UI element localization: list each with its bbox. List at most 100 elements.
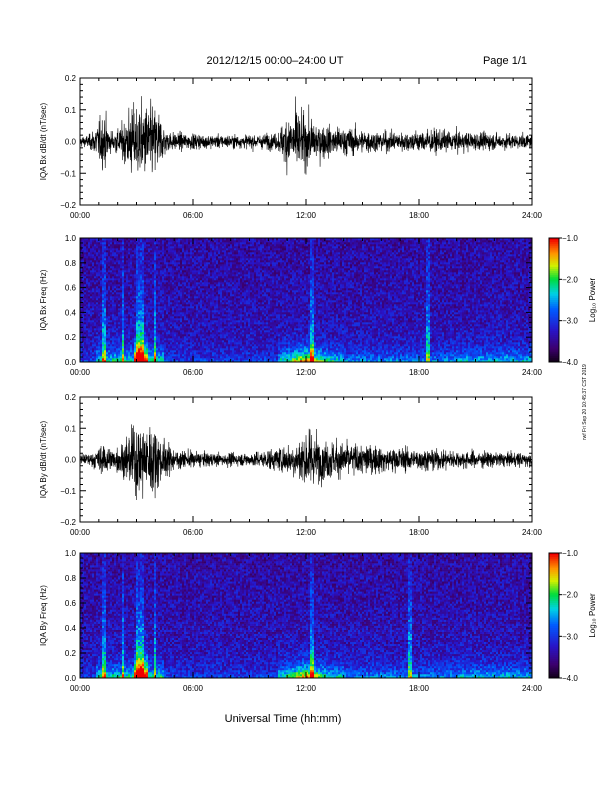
spectrogram-cell <box>186 242 189 245</box>
spectrogram-cell <box>104 264 107 267</box>
spectrogram-cell <box>134 284 137 287</box>
spectrogram-cell <box>194 322 197 325</box>
spectrogram-cell <box>88 354 91 357</box>
spectrogram-cell <box>198 272 201 275</box>
spectrogram-cell <box>184 334 187 337</box>
spectrogram-cell <box>116 272 119 275</box>
spectrogram-cell <box>154 334 157 337</box>
spectrogram-cell <box>146 258 149 261</box>
spectrogram-cell <box>102 312 105 315</box>
spectrogram-cell <box>210 280 213 283</box>
spectrogram-cell <box>234 250 237 253</box>
spectrogram-cell <box>122 288 125 291</box>
spectrogram-cell <box>142 252 145 255</box>
spectrogram-cell <box>214 330 217 333</box>
spectrogram-cell <box>172 346 175 349</box>
spectrogram-cell <box>230 266 233 269</box>
spectrogram-cell <box>208 250 211 253</box>
spectrogram-cell <box>218 320 221 323</box>
spectrogram-cell <box>186 274 189 277</box>
spectrogram-cell <box>226 276 229 279</box>
spectrogram-cell <box>86 334 89 337</box>
spectrogram-cell <box>174 302 177 305</box>
spectrogram-cell <box>170 312 173 315</box>
spectrogram-cell <box>124 268 127 271</box>
spectrogram-cell <box>100 254 103 257</box>
spectrogram-cell <box>234 314 237 317</box>
spectrogram-cell <box>228 252 231 255</box>
spectrogram-cell <box>104 340 107 343</box>
spectrogram-cell <box>102 322 105 325</box>
spectrogram-cell <box>168 304 171 307</box>
spectrogram-cell <box>184 240 187 243</box>
spectrogram-cell <box>192 272 195 275</box>
spectrogram-cell <box>158 288 161 291</box>
spectrogram-cell <box>170 290 173 293</box>
spectrogram-cell <box>184 252 187 255</box>
spectrogram-cell <box>220 348 223 351</box>
spectrogram-cell <box>174 292 177 295</box>
spectrogram-cell <box>96 316 99 319</box>
spectrogram-cell <box>104 246 107 249</box>
spectrogram-cell <box>202 250 205 253</box>
spectrogram-cell <box>204 256 207 259</box>
spectrogram-cell <box>150 280 153 283</box>
spectrogram-cell <box>132 274 135 277</box>
spectrogram-cell <box>162 360 165 363</box>
spectrogram-cell <box>142 360 145 363</box>
spectrogram-cell <box>100 340 103 343</box>
spectrogram-cell <box>220 326 223 329</box>
spectrogram-cell <box>228 330 231 333</box>
spectrogram-cell <box>184 282 187 285</box>
spectrogram-cell <box>190 312 193 315</box>
spectrogram-cell <box>220 244 223 247</box>
spectrogram-cell <box>156 344 159 347</box>
spectrogram-cell <box>186 262 189 265</box>
spectrogram-cell <box>164 358 167 361</box>
spectrogram-cell <box>166 322 169 325</box>
spectrogram-cell <box>96 250 99 253</box>
spectrogram-cell <box>202 360 205 363</box>
spectrogram-cell <box>86 276 89 279</box>
spectrogram-cell <box>192 312 195 315</box>
spectrogram-cell <box>234 300 237 303</box>
spectrogram-cell <box>174 254 177 257</box>
spectrogram-cell <box>224 256 227 259</box>
spectrogram-cell <box>154 314 157 317</box>
spectrogram-cell <box>164 256 167 259</box>
spectrogram-cell <box>86 280 89 283</box>
spectrogram-cell <box>230 292 233 295</box>
spectrogram-cell <box>216 274 219 277</box>
spectrogram-cell <box>102 332 105 335</box>
spectrogram-cell <box>172 328 175 331</box>
spectrogram-cell <box>90 348 93 351</box>
spectrogram-cell <box>94 268 97 271</box>
spectrogram-cell <box>146 286 149 289</box>
spectrogram-cell <box>202 304 205 307</box>
spectrogram-cell <box>204 258 207 261</box>
spectrogram-cell <box>166 278 169 281</box>
spectrogram-cell <box>126 338 129 341</box>
spectrogram-cell <box>122 252 125 255</box>
spectrogram-cell <box>104 352 107 355</box>
spectrogram-cell <box>154 344 157 347</box>
spectrogram-cell <box>92 262 95 265</box>
spectrogram-cell <box>168 326 171 329</box>
spectrogram-cell <box>194 268 197 271</box>
spectrogram-cell <box>234 238 237 241</box>
spectrogram-cell <box>98 244 101 247</box>
spectrogram-cell <box>136 282 139 285</box>
spectrogram-cell <box>154 242 157 245</box>
spectrogram-cell <box>216 242 219 245</box>
spectrogram-cell <box>232 352 235 355</box>
spectrogram-cell <box>174 314 177 317</box>
spectrogram-cell <box>228 300 231 303</box>
spectrogram-cell <box>84 354 87 357</box>
spectrogram-cell <box>204 318 207 321</box>
spectrogram-cell <box>156 252 159 255</box>
spectrogram-cell <box>210 260 213 263</box>
spectrogram-cell <box>118 312 121 315</box>
spectrogram-cell <box>224 286 227 289</box>
spectrogram-cell <box>230 310 233 313</box>
spectrogram-cell <box>160 244 163 247</box>
